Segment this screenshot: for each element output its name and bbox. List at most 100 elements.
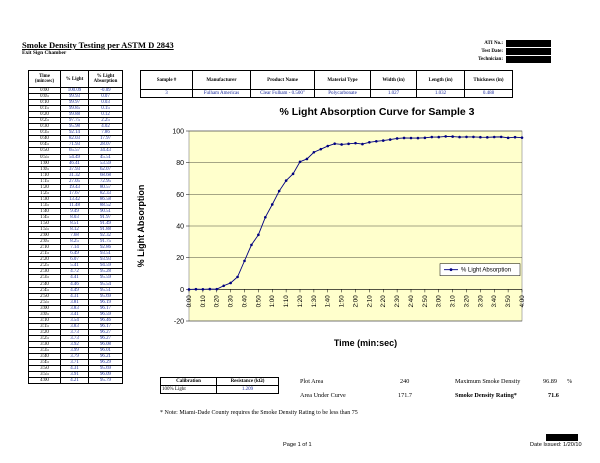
data-point <box>416 136 420 140</box>
absorption-cell: 93.51 <box>88 250 123 258</box>
data-point <box>506 136 510 140</box>
y-tick-label: 80 <box>176 160 184 167</box>
absorption-cell: 96.27 <box>88 334 123 342</box>
y-tick-label: 20 <box>176 255 184 262</box>
data-point <box>437 135 441 139</box>
x-tick-label: 1:10 <box>283 295 290 308</box>
table-row: 4:00 4.21 95.79 <box>28 377 123 385</box>
x-tick-label: 3:40 <box>491 295 498 308</box>
data-point <box>402 136 406 140</box>
absorption-cell: 80.57 <box>88 183 123 191</box>
smoke-density-rating-label: Smoke Density Rating* <box>455 392 517 399</box>
x-tick-label: 1:00 <box>269 295 276 308</box>
area-under-curve-label: Area Under Curve <box>300 392 346 399</box>
absorption-column-header: % Light Absorption <box>88 70 123 88</box>
absorption-cell: 4.02 <box>88 123 123 131</box>
time-cell: 4:00 <box>28 377 61 385</box>
table-row: 1:05 37.93 62.07 <box>28 165 123 173</box>
series-points <box>187 135 524 291</box>
absorption-cell: 17.97 <box>88 135 123 143</box>
table-row: 2:50 4.31 95.69 <box>28 292 123 300</box>
data-point <box>208 287 212 291</box>
calibration-light-cell: 100% Light <box>160 385 217 394</box>
table-row: 0:05 99.93 0.07 <box>28 93 123 101</box>
data-point <box>423 136 427 140</box>
absorption-cell: 91.88 <box>88 226 123 234</box>
table-row: 0:10 99.97 0.03 <box>28 99 123 107</box>
table-row: 1:35 11.48 88.52 <box>28 201 123 209</box>
table-row: 0:25 97.75 2.25 <box>28 117 123 125</box>
data-point <box>305 157 309 161</box>
table-row: 3:45 3.71 96.29 <box>28 359 123 367</box>
absorption-cell: 0.12 <box>88 111 123 119</box>
absorption-cell: 0.07 <box>88 93 123 101</box>
absorption-cell: 28.07 <box>88 141 123 149</box>
y-tick-label: 100 <box>172 129 184 136</box>
absorption-cell: 96.59 <box>88 310 123 318</box>
table-row: 3:40 3.79 96.21 <box>28 353 123 361</box>
footer-redaction <box>546 434 578 441</box>
max-smoke-density-value: 96.89 <box>543 378 557 385</box>
absorption-cell: 96.17 <box>88 304 123 312</box>
table-row: 0:40 82.03 17.97 <box>28 135 123 143</box>
absorption-cell: 95.51 <box>88 286 123 294</box>
y-axis-label: % Light Absorption <box>136 185 146 268</box>
absorption-cell: 95.28 <box>88 268 123 276</box>
calibration-row: 100% Light 1.209 <box>160 385 279 394</box>
x-tick-label: 2:50 <box>422 295 429 308</box>
table-row: 3:50 4.31 95.69 <box>28 365 123 373</box>
absorption-cell: 95.69 <box>88 292 123 300</box>
absorption-cell: 86.58 <box>88 195 123 203</box>
test-date-field: Test Date: <box>460 48 551 56</box>
x-tick-label: 2:40 <box>408 295 415 308</box>
legend-box <box>439 263 521 276</box>
table-row: 2:20 6.07 93.93 <box>28 256 123 264</box>
chart-legend: % Light Absorption <box>439 263 521 276</box>
table-row: 3:15 3.83 96.17 <box>28 322 123 330</box>
data-point <box>201 287 205 291</box>
x-tick-label: 1:50 <box>339 295 346 308</box>
data-point <box>465 135 468 139</box>
ati-number-label: ATI No.: <box>484 41 503 46</box>
calibration-resistance-cell: 1.209 <box>216 385 279 394</box>
absorption-cell: 92.32 <box>88 232 123 240</box>
table-row: 1:10 31.32 68.68 <box>28 171 123 179</box>
data-point <box>312 150 316 154</box>
absorption-cell: 96.27 <box>88 328 123 336</box>
data-point <box>472 135 475 139</box>
y-tick-label: 40 <box>176 224 184 231</box>
calibration-header: Calibration <box>160 377 217 386</box>
x-tick-label: 2:30 <box>394 295 401 308</box>
data-point <box>458 135 461 139</box>
width-header: Width (in) <box>370 70 417 90</box>
data-point <box>326 144 330 148</box>
absorption-cell: 53.59 <box>88 159 123 167</box>
table-row: 0:15 99.85 0.15 <box>28 105 123 113</box>
data-point <box>388 138 392 141</box>
technician-redaction <box>506 56 551 63</box>
absorption-cell: 96.29 <box>88 359 123 367</box>
resistance-header: Resistance (kΩ) <box>216 377 279 386</box>
table-row: 1:25 17.67 82.33 <box>28 189 123 197</box>
y-tick-label: 0 <box>180 287 184 294</box>
data-point <box>492 135 496 139</box>
absorption-cell: 7.86 <box>88 129 123 137</box>
table-row: 1:45 8.03 91.97 <box>28 213 123 222</box>
absorption-cell: 88.52 <box>88 201 123 209</box>
x-tick-label: 0:30 <box>228 295 235 308</box>
data-point <box>236 275 239 279</box>
data-point <box>264 215 267 219</box>
data-point <box>250 243 253 247</box>
absorption-cell: 96.08 <box>88 340 123 349</box>
time-column-header: Time (min:sec) <box>28 70 61 88</box>
chart-title: % Light Absorption Curve for Sample 3 <box>279 106 474 118</box>
absorption-cell: 96.46 <box>88 316 123 324</box>
technician-field: Technician: <box>460 56 551 64</box>
x-tick-label: 0:40 <box>242 295 249 308</box>
data-point <box>187 288 191 291</box>
smoke-density-rating-value: 71.6 <box>548 392 559 399</box>
time-absorption-table: Time (min:sec) % Light % Light Absorptio… <box>28 70 123 385</box>
table-row: 3:20 3.73 96.27 <box>28 328 123 336</box>
absorption-cell: 34.43 <box>88 147 123 155</box>
absorption-cell: 91.75 <box>88 238 123 246</box>
